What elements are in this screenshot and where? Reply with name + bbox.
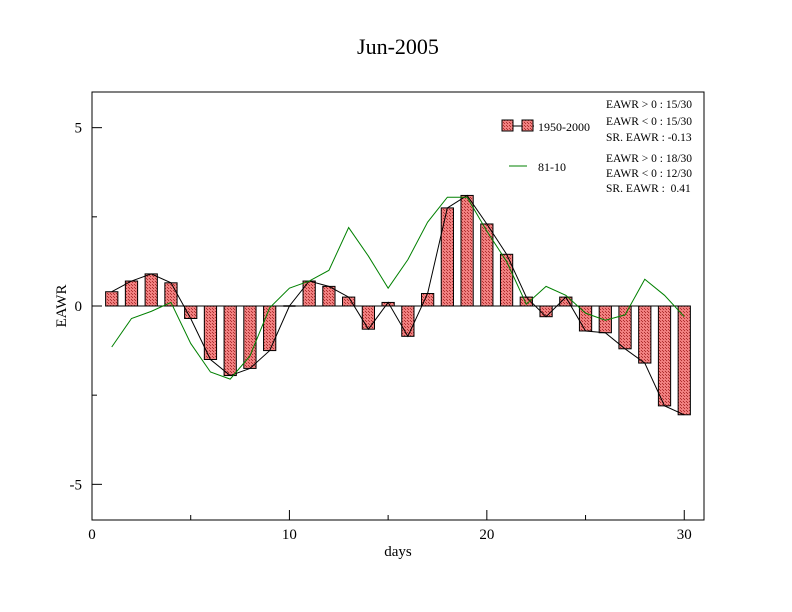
chart-title: Jun-2005 [357,34,439,59]
bar-day-20 [480,223,494,307]
x-tick-label: 10 [282,527,297,543]
legend: 1950-2000 81-10 EAWR > 0 : 15/30 EAWR < … [501,99,692,195]
x-tick-label: 0 [88,527,96,543]
y-tick-label: -5 [70,477,83,493]
axis-ticks: 0 10 20 30 -5 0 5 [70,121,692,543]
bar-day-7 [223,305,237,377]
stat-1950-pos: EAWR > 0 : 15/30 [606,99,692,111]
line-series-81-10 [111,196,685,380]
stat-8110-sr: SR. EAWR : 0.41 [606,183,691,195]
bar-day-2 [124,280,139,307]
bar-day-11 [302,280,316,307]
y-tick-label: 0 [75,299,83,315]
bar-day-17 [420,293,435,307]
legend-bar-swatch-left [501,119,514,132]
bar-day-29 [657,305,672,407]
bar-day-30 [677,305,691,416]
bar-series-1950-2000 [105,194,691,416]
bar-day-19 [460,194,474,307]
legend-bar-swatch-right [521,119,534,132]
line-series [111,194,685,416]
legend-bar-label: 1950-2000 [538,120,590,134]
x-axis-label: days [384,544,412,560]
bar-day-23 [539,305,553,318]
bar-day-3 [144,273,158,307]
bar-day-28 [638,305,652,364]
bar-day-12 [322,285,336,307]
bar-day-1 [105,291,119,307]
bar-day-5 [184,305,198,319]
y-tick-label: 5 [75,121,83,137]
bar-day-16 [401,305,415,337]
stat-8110-pos: EAWR > 0 : 18/30 [606,153,692,165]
y-axis-label: EAWR [54,285,70,328]
bar-day-27 [618,305,632,350]
x-tick-label: 20 [479,527,494,543]
x-tick-label: 30 [677,527,692,543]
stat-1950-sr: SR. EAWR : -0.13 [606,132,692,144]
legend-line-label: 81-10 [538,160,566,174]
bar-day-14 [361,305,376,330]
stat-1950-neg: EAWR < 0 : 15/30 [606,116,692,128]
bar-day-8 [243,305,257,369]
bar-series-connector-line [111,194,685,416]
stat-8110-neg: EAWR < 0 : 12/30 [606,168,692,180]
bar-day-18 [440,207,454,307]
bar-day-9 [263,305,277,352]
